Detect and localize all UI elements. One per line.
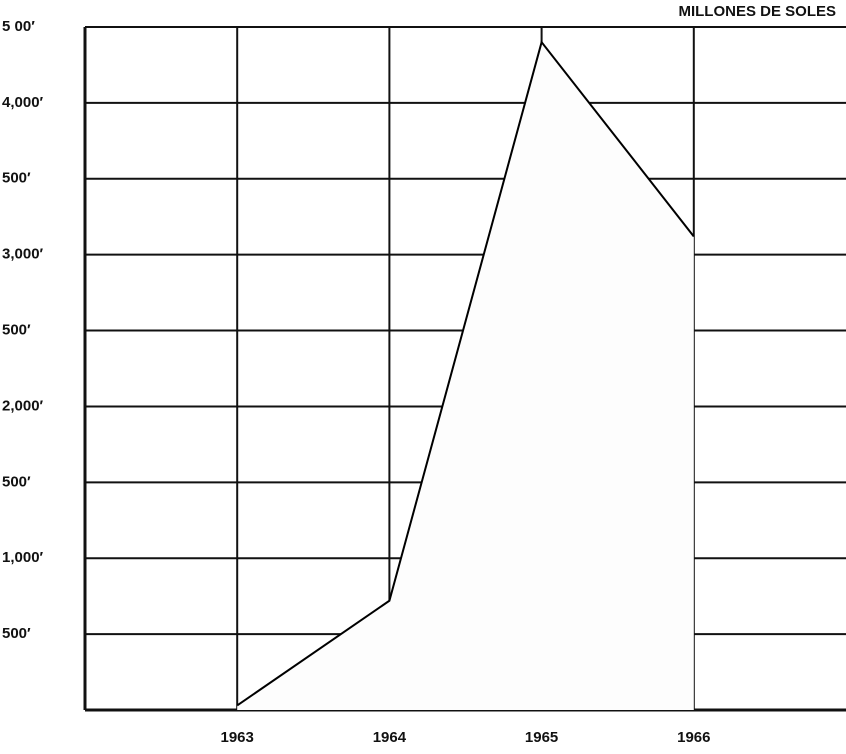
line — [236, 39, 695, 707]
y-tick-label: 500′ — [2, 625, 31, 642]
y-tick-label: 1,000′ — [2, 549, 44, 566]
x-tick-label: 1965 — [525, 729, 558, 746]
y-tick-label: 4,000′ — [2, 94, 44, 111]
chart-title: MILLONES DE SOLES — [678, 3, 836, 20]
y-tick-label: 500′ — [2, 322, 31, 339]
y-tick-label: 2,000′ — [2, 397, 44, 414]
y-tick-label: 500′ — [2, 473, 31, 490]
y-tick-label: 500′ — [2, 170, 31, 187]
y-tick-label: 3,000′ — [2, 246, 44, 263]
x-tick-label: 1963 — [221, 729, 254, 746]
x-tick-label: 1964 — [373, 729, 407, 746]
x-tick-label: 1966 — [677, 729, 710, 746]
y-tick-label: 5 00′ — [2, 18, 35, 35]
area — [237, 42, 694, 710]
